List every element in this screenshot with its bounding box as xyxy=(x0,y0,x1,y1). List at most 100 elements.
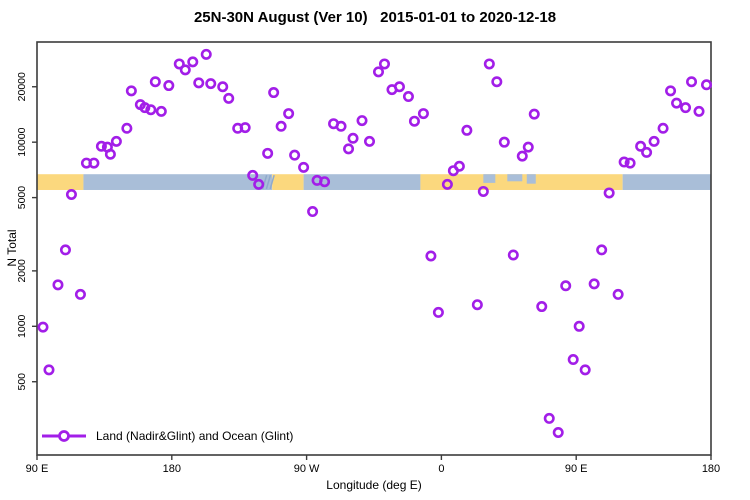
data-point xyxy=(447,165,459,177)
data-point xyxy=(507,249,519,261)
data-point xyxy=(477,185,489,197)
data-point xyxy=(268,87,280,99)
data-point xyxy=(441,178,453,190)
y-tick-label: 500 xyxy=(16,373,28,391)
legend-point-marker xyxy=(58,430,70,442)
data-point xyxy=(319,176,331,188)
band-segment-ocean xyxy=(622,174,711,190)
data-point xyxy=(560,280,572,292)
data-point xyxy=(121,122,133,134)
data-point xyxy=(680,102,692,114)
data-point xyxy=(364,135,376,147)
data-point xyxy=(173,58,185,70)
data-point xyxy=(343,143,355,155)
x-tick-label: 180 xyxy=(163,463,181,475)
y-tick-label: 2000 xyxy=(16,259,28,283)
plot-box-layer xyxy=(36,41,712,456)
data-point xyxy=(528,108,540,120)
data-point xyxy=(402,91,414,103)
data-point xyxy=(618,156,630,168)
data-point xyxy=(155,105,167,117)
y-tick-label: 20000 xyxy=(16,72,28,101)
data-point xyxy=(624,157,636,169)
data-point xyxy=(491,76,503,88)
data-point xyxy=(498,136,510,148)
band-segment-land xyxy=(37,174,84,190)
data-point xyxy=(335,120,347,132)
data-point xyxy=(247,169,259,181)
band-segment-land xyxy=(272,174,304,190)
data-point xyxy=(200,48,212,60)
data-point xyxy=(223,92,235,104)
y-tick-label: 5000 xyxy=(16,186,28,210)
band-segment-land xyxy=(420,174,623,190)
data-point xyxy=(612,288,624,300)
data-point xyxy=(239,122,251,134)
y-axis-label: N Total xyxy=(5,229,19,267)
data-point xyxy=(145,104,157,116)
data-point xyxy=(43,364,55,376)
y-tick-label: 1000 xyxy=(16,314,28,338)
data-point xyxy=(461,124,473,136)
data-point-layer xyxy=(37,48,713,438)
band-coast-streak xyxy=(265,174,272,190)
data-point xyxy=(671,97,683,109)
data-point xyxy=(80,157,92,169)
data-point xyxy=(179,64,191,76)
x-tick-label: 0 xyxy=(438,463,444,475)
data-point xyxy=(417,108,429,120)
data-point xyxy=(125,85,137,97)
data-point xyxy=(408,115,420,127)
data-point xyxy=(567,354,579,366)
data-point xyxy=(59,244,71,256)
axis-tick-layer: 90 E 180 90 W 0 90 E 180 500 1000 2000 5000 10000 2… xyxy=(16,72,720,475)
band-inlet-ocean xyxy=(526,174,536,184)
data-point xyxy=(283,108,295,120)
data-point xyxy=(65,188,77,200)
data-point xyxy=(573,320,585,332)
data-point xyxy=(603,187,615,199)
data-point xyxy=(289,149,301,161)
data-point xyxy=(74,288,86,300)
data-point xyxy=(163,80,175,92)
y-tick-label: 10000 xyxy=(16,127,28,156)
x-tick-label: 90 E xyxy=(565,463,588,475)
data-point xyxy=(686,76,698,88)
data-point xyxy=(648,135,660,147)
x-axis-label: Longitude (deg E) xyxy=(326,478,422,492)
legend-label: Land (Nadir&Glint) and Ocean (Glint) xyxy=(96,429,294,443)
data-point xyxy=(37,321,49,333)
data-point xyxy=(483,58,495,70)
legend-marker-layer xyxy=(42,430,86,442)
plot-border xyxy=(36,41,712,456)
data-point xyxy=(104,148,116,160)
band-coast-streak xyxy=(269,174,275,190)
data-point xyxy=(262,147,274,159)
data-point xyxy=(701,79,713,91)
data-point xyxy=(596,244,608,256)
data-point xyxy=(378,58,390,70)
data-point xyxy=(110,135,122,147)
data-point xyxy=(588,278,600,290)
band-inlet-ocean xyxy=(507,174,523,182)
data-point xyxy=(275,120,287,132)
data-point xyxy=(217,81,229,93)
data-point xyxy=(543,412,555,424)
data-point xyxy=(471,299,483,311)
data-point xyxy=(193,77,205,89)
data-point xyxy=(347,132,359,144)
data-point xyxy=(356,115,368,127)
band-segment-ocean xyxy=(303,174,421,190)
data-point xyxy=(693,105,705,117)
x-tick-label: 90 W xyxy=(294,463,320,475)
data-point xyxy=(579,364,591,376)
band-segment-ocean xyxy=(83,174,273,190)
data-point xyxy=(516,150,528,162)
data-point xyxy=(139,102,151,114)
data-point xyxy=(635,140,647,152)
data-point xyxy=(187,56,199,68)
data-point xyxy=(307,206,319,218)
data-point xyxy=(149,76,161,88)
band-inlet-ocean xyxy=(483,174,496,183)
x-tick-label: 90 E xyxy=(26,463,49,475)
